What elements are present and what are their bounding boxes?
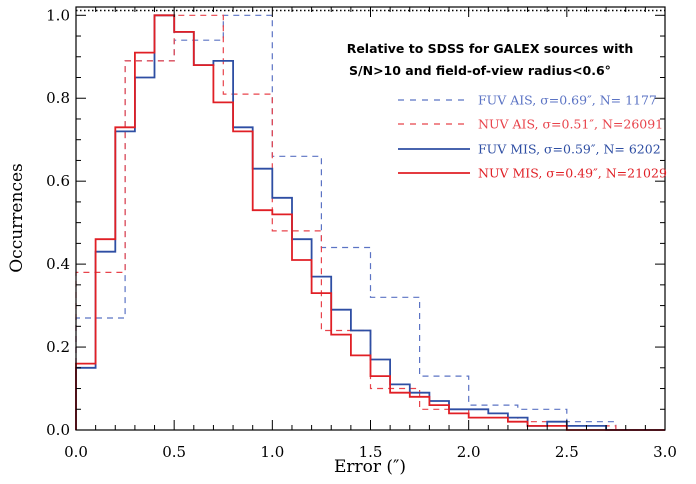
legend-label: NUV AIS, σ=0.51″, N=26091 [478, 117, 663, 132]
x-tick-label: 3.0 [653, 443, 677, 461]
legend-label: FUV AIS, σ=0.69″, N= 1177 [478, 93, 657, 108]
legend-label: FUV MIS, σ=0.59″, N= 6202 [478, 142, 661, 157]
y-tick-label: 0.6 [46, 172, 70, 190]
legend: FUV AIS, σ=0.69″, N= 1177 NUV AIS, σ=0.51… [398, 93, 667, 181]
ticks-layer [75, 7, 666, 431]
y-tick-label: 0.4 [46, 255, 70, 273]
annotation-line-1: Relative to SDSS for GALEX sources with [347, 41, 634, 56]
annotation-line-2: S/N>10 and field-of-view radius<0.6° [349, 63, 611, 78]
y-axis-title: Occurrences [7, 163, 27, 273]
y-tick-label: 0.2 [46, 338, 70, 356]
x-tick-label: 2.0 [457, 443, 481, 461]
x-axis-title: Error (″) [334, 457, 406, 477]
y-tick-label: 1.0 [46, 6, 70, 24]
x-tick-label: 2.5 [555, 443, 579, 461]
x-tick-label: 0.5 [162, 443, 186, 461]
x-tick-label: 0.0 [64, 443, 88, 461]
x-tick-label: 1.5 [359, 443, 383, 461]
series-line-4 [75, 14, 665, 431]
x-tick-label: 1.0 [260, 443, 284, 461]
y-tick-label: 0.0 [46, 421, 70, 439]
legend-label: NUV MIS, σ=0.49″, N=21029 [478, 166, 667, 181]
labels-layer: 0.0 0.5 1.0 1.5 2.0 2.5 3.0 0.0 0.2 0.4 0.6 0.8 1.0 [46, 6, 677, 461]
y-tick-label: 0.8 [46, 89, 70, 107]
